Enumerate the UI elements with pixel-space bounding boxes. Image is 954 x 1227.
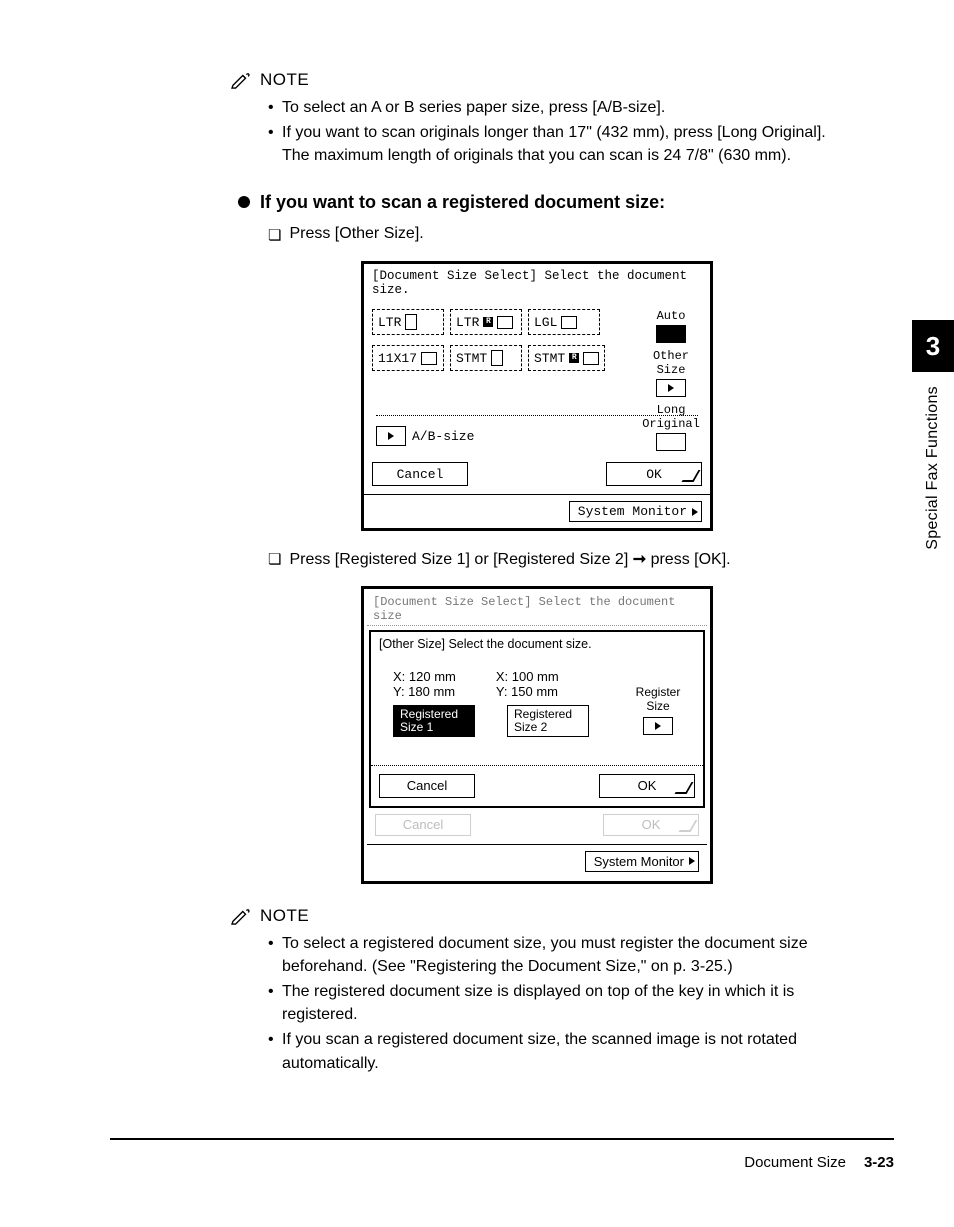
lcd-screen-document-size-select: [Document Size Select] Select the docume… (361, 261, 713, 531)
note-item: To select an A or B series paper size, p… (268, 96, 844, 119)
section-heading: If you want to scan a registered documen… (238, 192, 844, 213)
paper-icon (491, 350, 503, 366)
checkbox-icon: ❏ (268, 549, 281, 572)
page-footer: Document Size 3-23 (110, 1138, 894, 1171)
long-original-indicator-icon (656, 433, 686, 451)
note-item: The registered document size is displaye… (268, 980, 844, 1026)
chapter-tab: 3 Special Fax Functions (912, 320, 954, 550)
size-button-lgl[interactable]: LGL (528, 309, 600, 335)
chapter-number: 3 (912, 320, 954, 372)
cancel-button-ghost: Cancel (375, 814, 471, 836)
paper-icon (561, 316, 577, 329)
value-y2: Y: 150 mm (496, 684, 559, 699)
ok-button-ghost: OK (603, 814, 699, 836)
size-button-stmt[interactable]: STMT (450, 345, 522, 371)
note-item: If you scan a registered document size, … (268, 1028, 844, 1074)
cancel-button[interactable]: Cancel (379, 774, 475, 798)
arrow-right-icon (376, 426, 406, 446)
other-size-option[interactable]: Other Size (640, 349, 702, 397)
pencil-icon (230, 907, 252, 925)
note-block-1: NOTE To select an A or B series paper si… (230, 70, 844, 168)
lcd-screen-other-size: [Document Size Select] Select the docume… (361, 586, 713, 884)
size-button-ltr[interactable]: LTR (372, 309, 444, 335)
system-monitor-button[interactable]: System Monitor (585, 851, 699, 872)
screen-header: [Document Size Select] Select the docume… (364, 264, 710, 301)
note-label: NOTE (260, 906, 309, 926)
footer-page-number: 3-23 (864, 1154, 894, 1171)
note-block-2: NOTE To select a registered document siz… (230, 906, 844, 1075)
registered-size-2-button[interactable]: Registered Size 2 (507, 705, 589, 737)
long-original-option[interactable]: Long Original (640, 403, 702, 451)
system-monitor-button[interactable]: System Monitor (569, 501, 702, 522)
value-x2: X: 100 mm (496, 669, 559, 684)
footer-section-title: Document Size (744, 1154, 846, 1171)
registered-size-1-button[interactable]: Registered Size 1 (393, 705, 475, 737)
background-header: [Document Size Select] Select the docume… (367, 595, 707, 626)
size-button-ltr-r[interactable]: LTRR (450, 309, 522, 335)
value-x1: X: 120 mm (393, 669, 456, 684)
auto-indicator-icon (656, 325, 686, 343)
paper-icon (405, 314, 417, 330)
step-text: Press [Registered Size 1] or [Registered… (289, 549, 730, 569)
bullet-icon (238, 196, 250, 208)
step-2: ❏ Press [Registered Size 1] or [Register… (268, 549, 844, 572)
auto-option[interactable]: Auto (640, 309, 702, 343)
rotate-mark-icon: R (569, 353, 579, 363)
pencil-icon (230, 71, 252, 89)
register-size-option[interactable]: Register Size (623, 685, 693, 735)
step-text: Press [Other Size]. (289, 225, 423, 243)
paper-icon (497, 316, 513, 329)
paper-icon (583, 352, 599, 365)
note-item: To select a registered document size, yo… (268, 932, 844, 978)
ok-button[interactable]: OK (606, 462, 702, 486)
note-label: NOTE (260, 70, 309, 90)
screen-header: [Other Size] Select the document size. (371, 632, 703, 655)
arrow-right-icon (643, 717, 673, 735)
step-1: ❏ Press [Other Size]. (268, 225, 844, 248)
rotate-mark-icon: R (483, 317, 493, 327)
chapter-title: Special Fax Functions (924, 386, 942, 550)
checkbox-icon: ❏ (268, 225, 281, 248)
ok-button[interactable]: OK (599, 774, 695, 798)
paper-icon (421, 352, 437, 365)
size-button-11x17[interactable]: 11X17 (372, 345, 444, 371)
note-item: If you want to scan originals longer tha… (268, 121, 844, 167)
size-button-stmt-r[interactable]: STMTR (528, 345, 605, 371)
cancel-button[interactable]: Cancel (372, 462, 468, 486)
arrow-right-icon (656, 379, 686, 397)
arrow-right-icon: ➞ (633, 551, 646, 568)
section-title-text: If you want to scan a registered documen… (260, 192, 665, 213)
value-y1: Y: 180 mm (393, 684, 456, 699)
